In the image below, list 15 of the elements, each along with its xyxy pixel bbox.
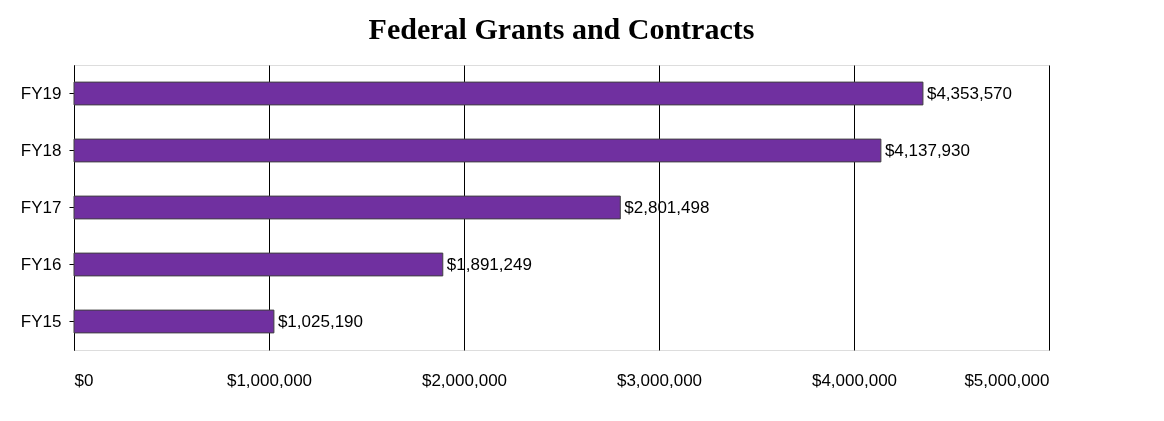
data-label: $4,353,570 (926, 83, 1013, 103)
x-tick-label: $1,000,000 (226, 370, 313, 390)
y-tick-label: FY16 (20, 254, 62, 274)
y-tick-label: FY15 (20, 311, 62, 331)
x-tick-label: $5,000,000 (964, 370, 1050, 390)
x-tick-label: $4,000,000 (811, 370, 898, 390)
x-tick-label: $3,000,000 (616, 370, 703, 390)
x-tick-label: $0 (74, 370, 94, 390)
data-label: $1,025,190 (277, 311, 364, 331)
x-tick-label: $2,000,000 (421, 370, 508, 390)
y-tick-label: FY19 (20, 83, 62, 103)
data-label: $4,137,930 (884, 140, 970, 160)
y-tick-label: FY18 (20, 140, 62, 160)
chart-title: Federal Grants and Contracts (368, 12, 755, 45)
y-tick-label: FY17 (20, 197, 62, 217)
